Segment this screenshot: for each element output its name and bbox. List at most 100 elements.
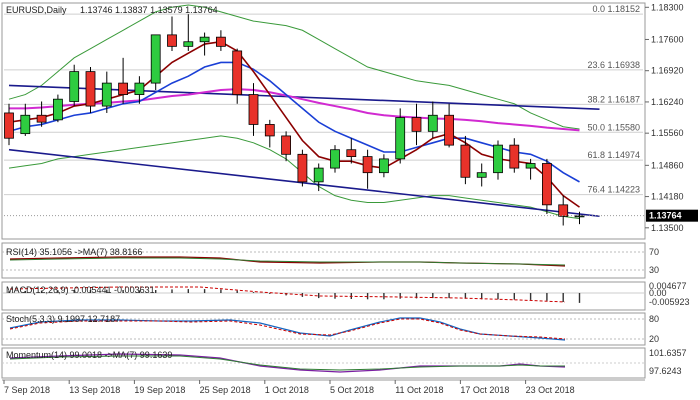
macd-bar bbox=[269, 293, 271, 294]
macd-signal-line bbox=[9, 286, 566, 303]
fib-label-2: 38.2 1.16187 bbox=[587, 94, 640, 104]
candle bbox=[281, 131, 292, 162]
macd-bar bbox=[171, 289, 173, 293]
candle bbox=[509, 138, 520, 173]
time-tick-2: 19 Sep 2018 bbox=[134, 385, 185, 395]
candle bbox=[199, 32, 210, 56]
candle-body-up bbox=[101, 82, 112, 107]
momentum-tick-low: 97.6243 bbox=[649, 366, 682, 376]
macd-bar bbox=[399, 293, 401, 299]
stoch-tick-80: 80 bbox=[649, 314, 659, 324]
rsi-label: RSI(14) 35.1056 ->MA(7) 38.8166 bbox=[6, 247, 142, 257]
price-tick-5: 1.14860 bbox=[651, 160, 684, 170]
candle-body-up bbox=[427, 114, 438, 132]
current-price-label: 1.13764 bbox=[649, 211, 682, 221]
rsi-panel-frame bbox=[1, 242, 646, 279]
candle-body-down bbox=[85, 71, 96, 107]
candle-body-down bbox=[362, 156, 373, 174]
candle bbox=[118, 57, 128, 104]
candle-body-down bbox=[542, 163, 552, 206]
momentum-line bbox=[9, 353, 566, 373]
candle-body-down bbox=[264, 124, 275, 137]
candle-body-down bbox=[460, 144, 471, 178]
candle bbox=[69, 64, 80, 107]
ma-mid-line bbox=[8, 61, 580, 183]
macd-bar bbox=[432, 293, 434, 299]
macd-bar bbox=[252, 292, 255, 293]
rsi-tick-70: 70 bbox=[649, 247, 659, 257]
fibonacci-levels: 0.0 1.18152 23.6 1.16938 38.2 1.16187 50.0 … bbox=[4, 4, 643, 196]
macd-bar bbox=[155, 290, 157, 293]
time-axis: 7 Sep 2018 13 Sep 2018 19 Sep 2018 25 Sep 2… bbox=[2, 379, 645, 395]
macd-bar bbox=[57, 290, 59, 293]
candle-body-up bbox=[199, 36, 210, 43]
macd-bar bbox=[464, 293, 467, 299]
candle-body-down bbox=[558, 204, 569, 217]
ohlc-label: 1.13746 1.13837 1.13579 1.13764 bbox=[80, 5, 218, 15]
macd-bar bbox=[383, 293, 385, 300]
candle bbox=[248, 83, 259, 136]
macd-bar bbox=[203, 289, 206, 293]
momentum-ma-line bbox=[9, 355, 565, 371]
candle-body-down bbox=[444, 114, 455, 146]
candle-body-down bbox=[4, 112, 14, 139]
price-tick-0: 1.18300 bbox=[651, 2, 684, 12]
candle bbox=[264, 119, 275, 148]
candle bbox=[330, 145, 340, 173]
time-tick-4: 1 Oct 2018 bbox=[265, 385, 309, 395]
candle-body-up bbox=[574, 215, 585, 218]
candle bbox=[476, 163, 487, 187]
candle-body-down bbox=[248, 94, 259, 125]
candle-body-up bbox=[69, 71, 80, 102]
candle bbox=[101, 71, 112, 113]
candle-body-up bbox=[20, 114, 31, 135]
macd-bar bbox=[529, 293, 532, 300]
candle bbox=[167, 16, 177, 51]
current-price-box: 1.13764 bbox=[646, 209, 698, 222]
candle-body-down bbox=[232, 50, 243, 95]
candlesticks bbox=[4, 14, 585, 226]
macd-bar bbox=[415, 293, 418, 299]
price-tick-6: 1.14180 bbox=[651, 192, 684, 202]
price-tick-3: 1.16240 bbox=[651, 97, 684, 107]
macd-bar bbox=[448, 293, 450, 299]
price-axis: 1.18300 1.17600 1.16920 1.16240 1.15560 1.148… bbox=[4, 2, 684, 233]
candle bbox=[4, 103, 14, 146]
time-tick-3: 25 Sep 2018 bbox=[200, 385, 251, 395]
candle bbox=[36, 101, 47, 127]
candle-body-up bbox=[150, 34, 161, 84]
fib-label-5: 76.4 1.14223 bbox=[587, 185, 640, 195]
macd-bar bbox=[187, 289, 189, 293]
candle bbox=[183, 14, 194, 51]
price-tick-4: 1.15560 bbox=[651, 128, 684, 138]
candle bbox=[85, 67, 96, 113]
fib-label-0: 0.0 1.18152 bbox=[592, 4, 640, 14]
candle bbox=[427, 101, 438, 139]
candle-body-down bbox=[346, 149, 357, 158]
candle bbox=[395, 108, 406, 164]
candle-body-down bbox=[36, 114, 47, 123]
fib-label-4: 61.8 1.14974 bbox=[587, 150, 640, 160]
macd-bar bbox=[122, 290, 124, 293]
bollinger-bands bbox=[8, 4, 580, 220]
time-tick-8: 23 Oct 2018 bbox=[526, 385, 575, 395]
candle bbox=[542, 158, 552, 215]
momentum-label: Momentum(14) 99.0018 ->MA(7) 99.1639 bbox=[6, 350, 172, 360]
macd-bar bbox=[546, 293, 548, 301]
candle bbox=[558, 195, 569, 226]
bollinger-lower-line bbox=[8, 135, 580, 220]
candle-body-up bbox=[330, 149, 340, 169]
rsi-ma-line bbox=[9, 257, 566, 266]
rsi-tick-30: 30 bbox=[649, 265, 659, 275]
candle-body-down bbox=[281, 135, 292, 155]
candle bbox=[525, 158, 536, 180]
candle-body-up bbox=[395, 117, 406, 160]
candle bbox=[411, 103, 422, 146]
candle-body-up bbox=[378, 158, 389, 174]
macd-tick-zero: 0.00 bbox=[649, 288, 667, 298]
candle bbox=[297, 149, 308, 187]
candle-body-down bbox=[167, 34, 177, 47]
time-tick-0: 7 Sep 2018 bbox=[4, 385, 50, 395]
stoch-tick-20: 20 bbox=[649, 334, 659, 344]
